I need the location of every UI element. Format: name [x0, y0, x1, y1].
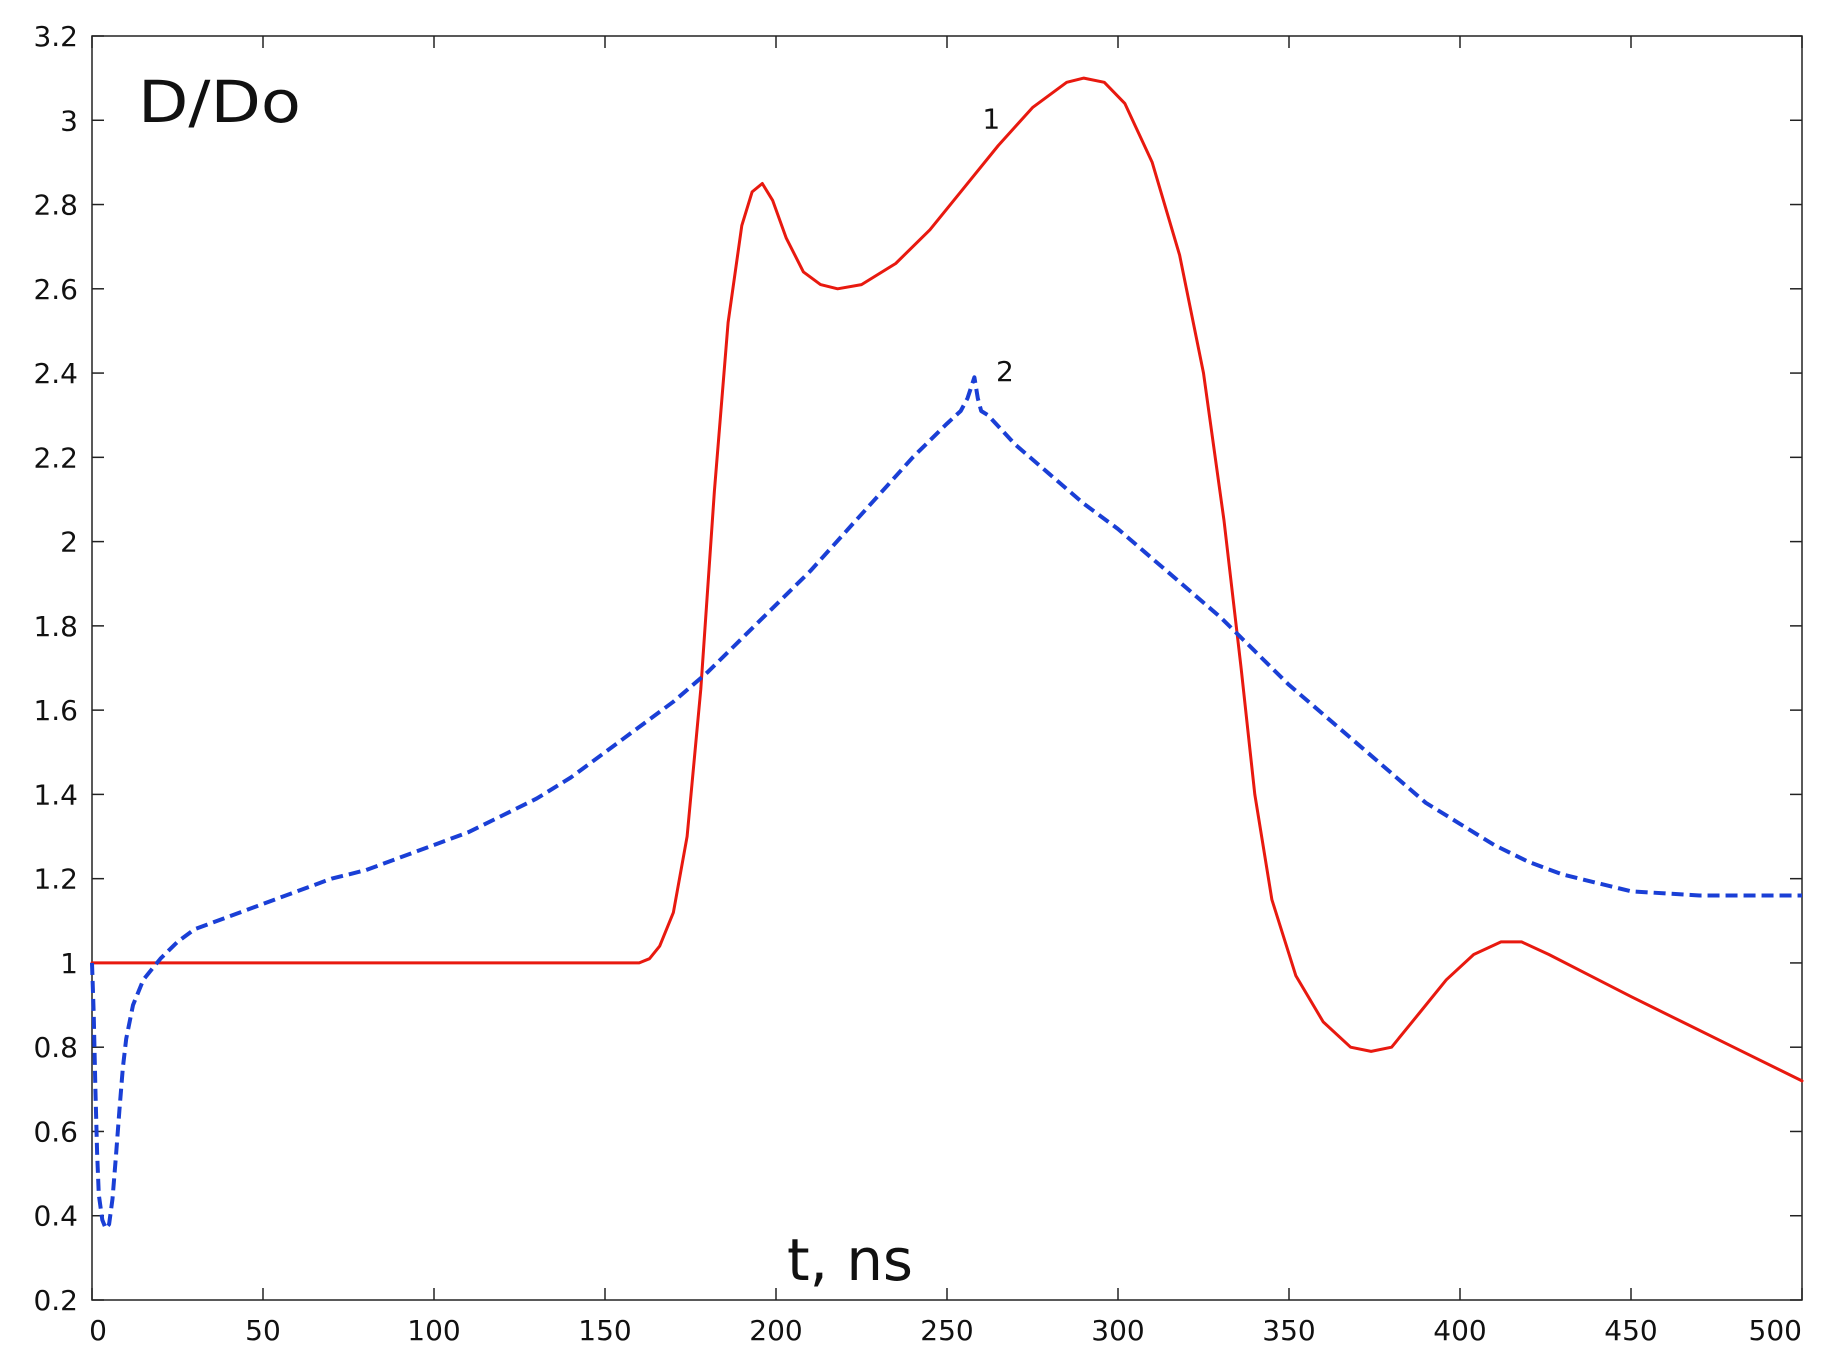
x-axis-title: t, ns: [787, 1226, 913, 1294]
x-tick-label: 500: [1749, 1314, 1802, 1347]
y-tick-label: 0.8: [33, 1031, 78, 1064]
y-tick-label: 1: [60, 947, 78, 980]
series-layer: [90, 76, 1804, 1231]
y-tick-label: 0.4: [33, 1200, 78, 1233]
series-line-1: [90, 76, 1804, 1083]
y-tick-label: 3.2: [33, 20, 78, 53]
y-tick-label: 1.2: [33, 863, 78, 896]
y-tick-label: 2.8: [33, 189, 78, 222]
y-tick-label: 0.6: [33, 1115, 78, 1148]
y-tick-label: 1.6: [33, 694, 78, 727]
x-tick-label: 400: [1433, 1314, 1486, 1347]
y-tick-label: 2.2: [33, 441, 78, 474]
series-label-1: 1: [982, 102, 1000, 135]
y-tick-label: 1.4: [33, 778, 78, 811]
x-tick-label: 350: [1262, 1314, 1315, 1347]
x-tick-label: 450: [1604, 1314, 1657, 1347]
y-tick-label: 1.8: [33, 610, 78, 643]
x-tick-label: 150: [578, 1314, 631, 1347]
label-layer: 12: [982, 102, 1014, 388]
x-tick-label: 100: [407, 1314, 460, 1347]
series-label-2: 2: [996, 355, 1014, 388]
x-tick-label: 50: [245, 1314, 281, 1347]
y-tick-label: 2.4: [33, 357, 78, 390]
y-tick-label: 2: [60, 526, 78, 559]
x-tick-label: 250: [920, 1314, 973, 1347]
x-tick-label: 0: [89, 1314, 107, 1347]
series-line-2: [90, 375, 1802, 1231]
axis-layer: 0 50 100 150 200 250 300 350 400 450 500 0.2 0.4 0.6 0…: [33, 20, 1803, 1347]
y-tick-label: 2.6: [33, 273, 78, 306]
x-tick-label: 200: [749, 1314, 802, 1347]
y-axis-title: D/Do: [138, 68, 301, 136]
x-tick-label: 300: [1091, 1314, 1144, 1347]
y-tick-label: 3: [60, 104, 78, 137]
y-tick-label: 0.2: [33, 1284, 78, 1317]
